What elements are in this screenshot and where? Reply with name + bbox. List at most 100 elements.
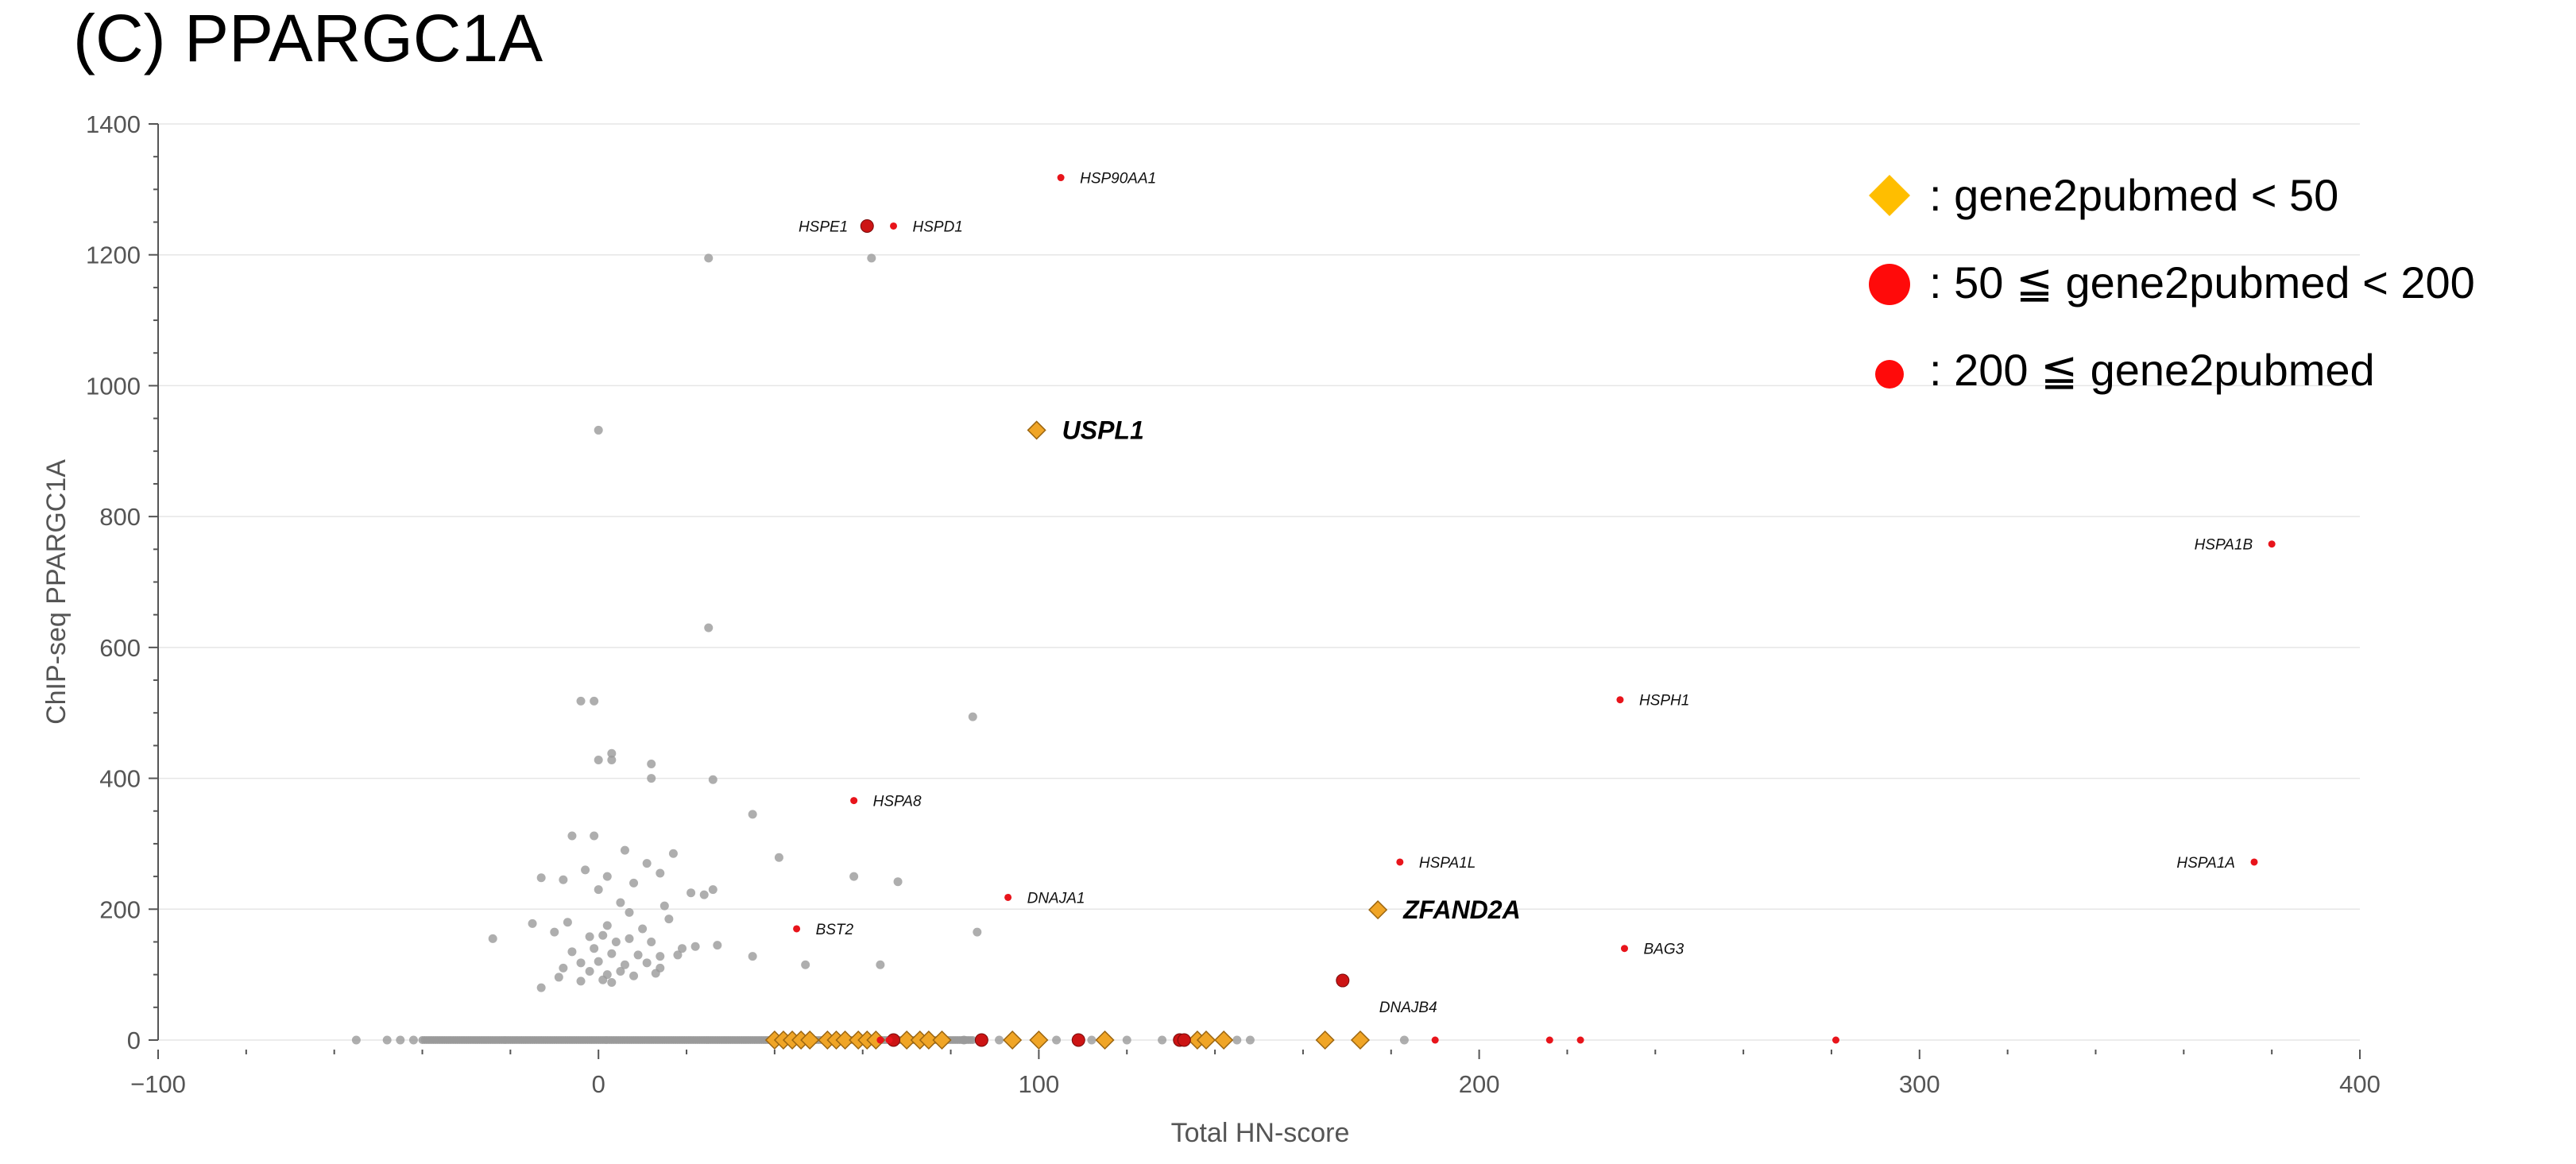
gray-point — [550, 927, 559, 937]
gray-point — [629, 971, 639, 980]
diamond-point — [897, 1030, 917, 1050]
large-red-point — [860, 218, 874, 233]
x-tick-label: 100 — [1019, 1070, 1060, 1098]
y-tick-label: 0 — [127, 1027, 141, 1054]
gray-point — [559, 963, 568, 973]
small-red-point — [1832, 1036, 1840, 1044]
gray-point — [651, 969, 660, 978]
gray-point — [687, 888, 696, 898]
small-red-point — [793, 925, 801, 933]
gene-label: HSPA8 — [873, 794, 922, 810]
gene-label: DNAJB4 — [1379, 1000, 1437, 1016]
gray-point — [1399, 1035, 1409, 1045]
gray-point — [528, 918, 537, 928]
gray-point — [607, 756, 617, 765]
y-tick-label: 1200 — [86, 242, 141, 269]
small-red-point — [876, 1036, 884, 1044]
x-axis-title: Total HN-score — [1171, 1118, 1350, 1148]
x-tick-label: 300 — [1899, 1070, 1940, 1098]
y-tick-label: 200 — [99, 895, 141, 923]
gray-point — [594, 885, 603, 895]
gray-point — [554, 973, 563, 982]
gray-point — [590, 944, 599, 953]
gene-labels: USPL1 ZFAND2A HSPE1 DNAJB4 HSP90AA1 HSPD1 HSPA… — [799, 171, 2253, 1017]
gray-point — [699, 890, 709, 899]
gray-point — [774, 853, 783, 862]
small-red-point — [1431, 1036, 1439, 1044]
gray-point — [713, 941, 722, 950]
x-tick-label: −100 — [130, 1070, 186, 1098]
diamond-point — [919, 1030, 938, 1050]
gray-point — [704, 253, 714, 263]
legend-small-circle-marker — [1875, 360, 1904, 389]
gray-point — [576, 958, 586, 968]
gridlines — [158, 123, 2360, 1041]
small-red-point — [1057, 174, 1065, 182]
gray-point — [647, 937, 656, 946]
gene-label: BST2 — [816, 922, 854, 938]
gray-point — [607, 748, 617, 758]
gray-point — [620, 845, 629, 855]
gray-point — [708, 885, 717, 895]
small-red-point — [1576, 1036, 1584, 1044]
gray-point — [598, 975, 608, 984]
gray-point — [620, 960, 629, 969]
gene-label: HSPH1 — [1639, 693, 1689, 710]
legend-diamond-marker — [1869, 175, 1910, 216]
legend-label: : 200 ≦ gene2pubmed — [1929, 345, 2375, 395]
gray-point — [576, 976, 586, 986]
gray-point — [607, 949, 617, 958]
gray-point — [1158, 1035, 1167, 1045]
gray-point — [594, 756, 603, 765]
gray-point — [690, 942, 700, 951]
small-red-point — [1004, 893, 1012, 901]
gray-point — [607, 978, 617, 988]
gene-label: DNAJA1 — [1027, 890, 1085, 907]
gray-point — [642, 958, 652, 968]
gray-point — [1052, 1035, 1062, 1045]
gray-point — [382, 1035, 392, 1045]
gray-point — [351, 1035, 361, 1045]
gray-point — [594, 957, 603, 966]
gray-point — [625, 907, 634, 917]
gray-point — [668, 849, 678, 858]
gene-label: HSPA1B — [2195, 537, 2253, 554]
gray-point — [647, 774, 656, 783]
gray-point — [633, 950, 643, 960]
y-tick-label: 1400 — [86, 110, 141, 138]
gray-point — [673, 950, 683, 960]
diamond-point — [800, 1030, 820, 1050]
diamond-point — [1214, 1030, 1234, 1050]
gray-point — [656, 952, 665, 961]
gray-point — [585, 932, 594, 942]
gray-point — [559, 875, 568, 884]
gray-point — [659, 901, 669, 911]
gray-point — [677, 944, 687, 953]
gray-point — [638, 924, 648, 934]
diamond-point — [1095, 1030, 1115, 1050]
gray-point — [576, 696, 586, 706]
gene-label: HSPA1L — [1419, 855, 1476, 872]
gray-point — [598, 930, 608, 940]
gray-point — [408, 1035, 418, 1045]
gray-point — [563, 918, 572, 927]
gray-point — [590, 696, 599, 706]
diamond-point — [1315, 1030, 1335, 1050]
large-red-point — [1177, 1033, 1191, 1047]
gray-point — [567, 831, 577, 841]
small-red-point — [1396, 858, 1404, 866]
gray-point — [488, 934, 497, 943]
gray-point — [602, 921, 612, 930]
gray-point — [536, 983, 546, 992]
small-red-point — [1616, 696, 1624, 704]
gene-label: HSP90AA1 — [1080, 171, 1156, 188]
diamond-point — [1027, 420, 1046, 440]
axes: 0 200 400 600 800 1000 1200 1400 −100 0 100 200 300 4… — [86, 110, 2381, 1098]
diamond-point — [1029, 1030, 1049, 1050]
small-red-point — [2250, 858, 2258, 866]
gray-point — [959, 1035, 969, 1045]
gray-point — [594, 425, 603, 435]
gray-point — [969, 1036, 977, 1044]
gray-point — [973, 927, 982, 937]
